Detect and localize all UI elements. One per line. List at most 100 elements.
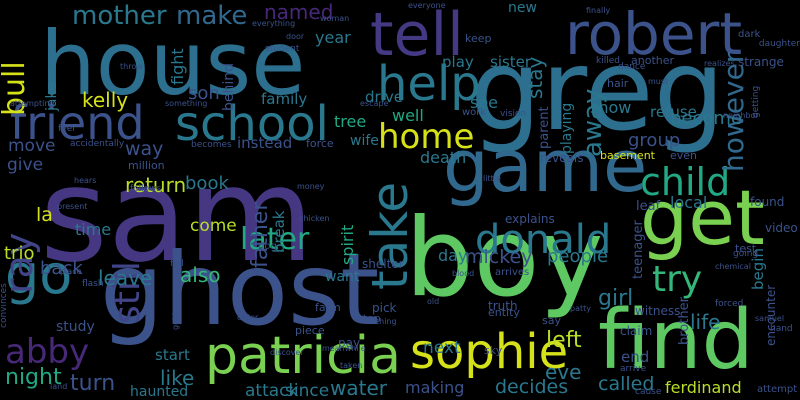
word-door: door [286, 32, 305, 41]
word-arrives: arrives [495, 267, 530, 278]
word-vision: vision [500, 109, 527, 119]
word-hears: hears [74, 176, 97, 185]
word-everything: everything [252, 19, 296, 28]
word-eve: eve [545, 360, 582, 384]
word-patty: patty [570, 304, 591, 313]
word-leave: leave [98, 266, 153, 290]
word-see: see [470, 93, 499, 112]
word-sky: sky [484, 344, 503, 357]
word-way: way [125, 138, 164, 160]
word-samuel: samuel [755, 314, 785, 323]
word-discover: discover [270, 348, 304, 357]
word-home: home [378, 117, 475, 157]
word-find: find [598, 293, 754, 388]
word-girl: girl [598, 286, 634, 311]
word-end: end [621, 348, 650, 366]
word-turn: turn [70, 371, 116, 396]
word-say: say [542, 314, 561, 327]
word-something: something [165, 99, 208, 108]
word-meanwhile: meanwhile [322, 344, 366, 353]
word-blood: blood [452, 269, 475, 278]
word-found: found [750, 195, 785, 209]
word-farm: farm [315, 301, 341, 314]
word-force: force [306, 137, 334, 150]
word-forced: forced [715, 299, 744, 309]
word-leaf: leaf [636, 199, 661, 214]
word-called: called [598, 373, 655, 395]
word-help: help [377, 56, 481, 112]
word-hair: hair [607, 77, 629, 90]
word-present: present [57, 202, 88, 211]
word-killed: killed [596, 56, 620, 66]
word-ghost: ghost [100, 231, 380, 348]
word-also: also [180, 263, 221, 287]
word-day: day [438, 246, 468, 265]
word-local: local [670, 193, 708, 212]
word-show: show [590, 98, 632, 117]
word-fight: fight [168, 48, 187, 86]
word-parent: parent [537, 105, 552, 149]
word-order: order [237, 313, 259, 322]
word-instead: instead [237, 134, 293, 152]
word-study: study [56, 319, 95, 335]
word-patricia: patricia [205, 326, 401, 386]
word-return: return [125, 173, 187, 197]
word-playing: playing [559, 102, 575, 154]
word-going: going [733, 249, 759, 259]
word-another: another [631, 54, 675, 67]
word-attack: attack [245, 381, 299, 400]
word-make: make [176, 1, 248, 31]
word-student: student [265, 44, 300, 54]
word-woman: woman [320, 14, 350, 23]
word-pick: pick [372, 301, 397, 315]
word-tell: tell [370, 0, 464, 70]
word-escape: escape [360, 99, 389, 108]
word-robert: robert [565, 0, 743, 68]
word-land: land [50, 382, 68, 391]
word-neighbor: neighbor [723, 111, 759, 120]
word-like: like [160, 366, 195, 390]
word-abby: abby [5, 332, 90, 372]
word-even: even [670, 149, 698, 162]
word-school: school [175, 96, 329, 152]
word-convinces: convinces [0, 282, 9, 328]
word-fall: fall [170, 259, 184, 269]
word-get: get [640, 173, 765, 262]
word-old: old [427, 297, 440, 306]
word-truth: truth [488, 299, 518, 313]
word-game: game [443, 124, 648, 208]
word-place: place [60, 267, 82, 276]
word-finally: finally [586, 6, 611, 15]
word-taken: taken [340, 361, 363, 370]
word-go: go [5, 243, 73, 306]
word-spirit: spirit [338, 224, 357, 266]
word-new: new [508, 0, 537, 16]
word-give: give [7, 155, 44, 175]
word-named: named [264, 0, 334, 24]
word-kelly: kelly [82, 88, 129, 112]
word-move: move [8, 136, 56, 156]
word-son: son [188, 83, 220, 104]
word-test: test [735, 242, 757, 255]
word-flash: flash [82, 279, 104, 289]
word-left: left [546, 328, 582, 353]
word-must: must [648, 77, 669, 86]
word-family: family [261, 90, 308, 108]
word-shelter: shelter [362, 257, 404, 271]
word-video: video [765, 221, 798, 235]
word-accidentally: accidentally [70, 139, 125, 149]
word-friend: friend [10, 96, 145, 150]
word-death: death [420, 148, 467, 167]
word-attempting: attempting [10, 99, 55, 108]
word-making: making [405, 378, 465, 397]
word-wife: wife [350, 133, 379, 149]
word-start: start [155, 346, 190, 364]
word-drive: drive [365, 88, 403, 106]
word-greg: greg [470, 26, 725, 156]
word-work: work [462, 107, 487, 118]
word-sam: sam [40, 139, 315, 291]
word-entity: entity [488, 306, 520, 319]
word-daughter: daughter [758, 39, 800, 49]
word-group: group [628, 130, 681, 151]
